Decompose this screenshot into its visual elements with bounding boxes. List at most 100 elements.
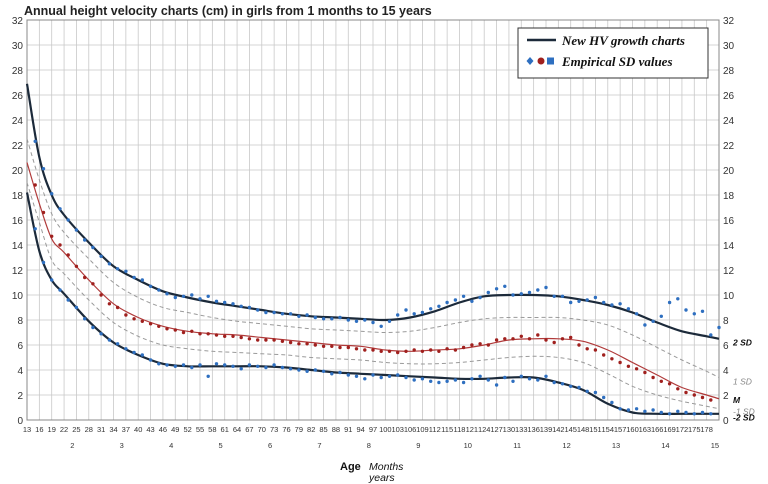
x-axis: 13 16 19 22 25 28 31 34 37 40 43 46 49 52 55 58 61 64 67 70… bbox=[23, 425, 719, 450]
x-tick-label-month: 19 bbox=[48, 425, 56, 434]
x-axis-units-years: years bbox=[368, 472, 395, 484]
data-point bbox=[330, 344, 334, 348]
data-point bbox=[256, 364, 260, 368]
series-line-2-sd bbox=[25, 83, 720, 340]
data-point bbox=[396, 373, 400, 377]
data-point bbox=[709, 412, 713, 416]
data-point bbox=[107, 302, 112, 306]
data-point bbox=[313, 343, 317, 347]
data-point bbox=[618, 407, 622, 411]
data-point bbox=[610, 400, 614, 405]
x-tick-label-month: 67 bbox=[245, 425, 253, 434]
y-tick-label-left: 14 bbox=[12, 241, 24, 252]
y-tick-label-right: 26 bbox=[723, 91, 735, 102]
data-point bbox=[206, 374, 210, 378]
data-point bbox=[198, 297, 202, 301]
data-point bbox=[429, 348, 433, 352]
data-point bbox=[552, 294, 556, 298]
series-lines bbox=[25, 83, 720, 415]
data-point bbox=[272, 338, 276, 342]
data-point bbox=[173, 364, 177, 368]
legend-circle-swatch bbox=[537, 57, 545, 65]
data-point bbox=[379, 375, 383, 380]
right-label: -1 SD bbox=[733, 406, 755, 416]
y-tick-label-left: 28 bbox=[12, 66, 24, 77]
data-point bbox=[124, 347, 128, 351]
data-point bbox=[651, 375, 655, 380]
x-tick-label-month: 97 bbox=[369, 425, 377, 434]
data-point bbox=[157, 362, 161, 366]
x-tick-label-month: 175 bbox=[688, 425, 701, 434]
y-tick-label-right: 12 bbox=[723, 266, 735, 277]
data-point bbox=[313, 368, 317, 372]
x-tick-label-year: 4 bbox=[169, 441, 173, 450]
x-tick-label-month: 139 bbox=[540, 425, 553, 434]
data-point bbox=[256, 338, 260, 342]
data-point bbox=[115, 342, 120, 346]
data-point bbox=[503, 375, 507, 380]
data-point bbox=[387, 374, 392, 378]
data-point bbox=[264, 310, 268, 315]
data-point bbox=[50, 278, 54, 282]
x-tick-label-month: 49 bbox=[171, 425, 179, 434]
data-point bbox=[494, 383, 499, 387]
x-tick-label-month: 22 bbox=[60, 425, 68, 434]
data-point bbox=[354, 319, 359, 323]
data-point bbox=[66, 218, 70, 222]
x-tick-label-month: 163 bbox=[639, 425, 652, 434]
data-point bbox=[560, 294, 565, 298]
data-point bbox=[684, 410, 688, 415]
data-point bbox=[346, 373, 350, 377]
data-point bbox=[256, 308, 260, 312]
data-point bbox=[626, 307, 631, 311]
data-point bbox=[288, 340, 293, 345]
series-line-minus-2-sd bbox=[25, 192, 719, 415]
y-tick-label-left: 32 bbox=[12, 16, 24, 27]
x-tick-label-month: 16 bbox=[35, 425, 43, 434]
data-point bbox=[618, 360, 622, 365]
x-tick-label-year: 12 bbox=[562, 441, 570, 450]
data-point bbox=[445, 347, 449, 351]
data-point bbox=[659, 314, 663, 318]
data-point bbox=[231, 364, 235, 368]
data-point bbox=[33, 139, 37, 143]
grid bbox=[26, 19, 720, 421]
y-tick-label-left: 22 bbox=[12, 141, 24, 152]
data-point bbox=[338, 345, 342, 350]
data-point bbox=[165, 363, 169, 367]
data-point bbox=[643, 409, 647, 413]
x-tick-label-year: 2 bbox=[70, 441, 74, 450]
y-tick-label-right: 18 bbox=[723, 191, 735, 202]
data-point bbox=[190, 365, 194, 370]
data-point bbox=[58, 243, 62, 247]
data-point bbox=[132, 317, 136, 321]
x-tick-label-month: 124 bbox=[478, 425, 491, 434]
data-point bbox=[83, 238, 87, 242]
data-point bbox=[206, 294, 210, 298]
data-point bbox=[74, 228, 79, 232]
x-tick-label-month: 112 bbox=[429, 425, 441, 434]
y-tick-label-left: 18 bbox=[12, 191, 24, 202]
data-point bbox=[354, 347, 359, 351]
x-tick-label-month: 127 bbox=[490, 425, 503, 434]
data-point bbox=[577, 343, 581, 347]
data-point bbox=[264, 338, 268, 342]
data-point bbox=[684, 390, 688, 395]
data-point bbox=[363, 318, 367, 322]
x-tick-label-month: 133 bbox=[515, 425, 528, 434]
data-point bbox=[181, 330, 186, 335]
data-point bbox=[659, 410, 663, 415]
data-point bbox=[346, 318, 350, 322]
data-point bbox=[478, 374, 482, 378]
data-point bbox=[297, 342, 301, 346]
x-axis-label: Age bbox=[340, 461, 361, 473]
data-point bbox=[107, 338, 112, 342]
legend-marker-label: Empirical SD values bbox=[561, 54, 673, 69]
x-tick-label-month: 142 bbox=[552, 425, 565, 434]
data-point bbox=[552, 380, 556, 385]
x-tick-label-month: 154 bbox=[602, 425, 615, 434]
data-point bbox=[569, 384, 573, 388]
data-point bbox=[140, 278, 144, 282]
